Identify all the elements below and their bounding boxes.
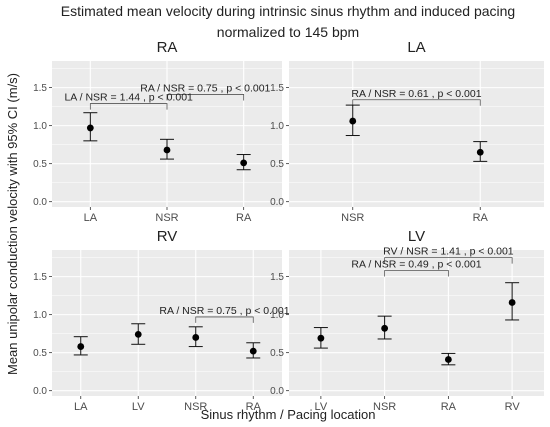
- y-tick-label: 0.5: [270, 159, 284, 170]
- x-tick-label: NSR: [184, 401, 207, 413]
- mean-point-ra: [476, 148, 484, 156]
- significance-bracket: [195, 316, 254, 323]
- significance-bracket: [384, 270, 449, 277]
- significance-bracket: [384, 257, 513, 264]
- y-tick-label: 0.5: [33, 348, 47, 359]
- x-tick-label: RV: [505, 401, 521, 413]
- figure-title-line1: Estimated mean velocity during intrinsic…: [61, 3, 515, 19]
- mean-point-la: [77, 343, 85, 350]
- x-tick-label: RA: [236, 212, 252, 224]
- significance-annotation: RA / NSR = 0.49 , p < 0.001: [351, 259, 481, 271]
- y-tick-label: 1.5: [33, 83, 47, 94]
- x-tick-label: LA: [74, 401, 88, 413]
- x-tick-label: NSR: [341, 212, 364, 224]
- y-tick-label: 1.0: [270, 310, 284, 321]
- mean-point-nsr: [381, 324, 389, 332]
- mean-point-ra: [444, 356, 452, 363]
- mean-point-ra: [240, 159, 248, 167]
- plot-background: [289, 250, 544, 396]
- y-tick-label: 0.0: [270, 197, 284, 208]
- mean-point-nsr: [192, 334, 200, 341]
- mean-point-nsr: [349, 117, 357, 125]
- panel-rv: RV 0.0 0.5 1.0 1.5 LA LV NSR RA RA / NSR = 0.75 ,…: [33, 228, 290, 413]
- plot-background: [52, 250, 282, 396]
- y-tick-label: 1.5: [270, 83, 284, 94]
- x-tick-label: LV: [315, 401, 328, 413]
- significance-annotation: RA / NSR = 0.61 , p < 0.001: [351, 88, 481, 100]
- x-tick-label: RA: [473, 212, 489, 224]
- y-tick-label: 0.0: [33, 197, 47, 208]
- x-tick-label: LV: [132, 401, 145, 413]
- significance-annotation: RV / NSR = 1.41 , p < 0.001: [383, 246, 514, 258]
- x-tick-label: RA: [441, 401, 457, 413]
- significance-annotation: RA / NSR = 0.75 , p < 0.001: [159, 305, 289, 317]
- x-tick-label: LA: [84, 212, 98, 224]
- y-tick-label: 0.5: [33, 159, 47, 170]
- mean-point-ra: [249, 347, 257, 355]
- significance-bracket: [89, 103, 168, 110]
- x-tick-label: NSR: [155, 212, 178, 224]
- panel-title-rv: RV: [157, 228, 178, 245]
- y-tick-label: 0.0: [270, 386, 284, 397]
- mean-point-nsr: [163, 146, 171, 154]
- panel-lv: LV 0.0 0.5 1.0 1.5 LV NSR RA RV RV / NSR = 1.41 ,…: [270, 228, 544, 413]
- plot-background: [289, 61, 544, 207]
- mean-point-rv: [508, 299, 516, 306]
- y-tick-label: 1.0: [270, 121, 284, 132]
- significance-annotation: LA / NSR = 1.44 , p < 0.001: [64, 92, 193, 104]
- panel-ra: RA 0.0 0.5 1.0 1.5 LA NSR RA RA / NSR = 0.75 , p…: [33, 39, 282, 224]
- y-tick-label: 1.5: [270, 272, 284, 283]
- significance-annotation: RA / NSR = 0.75 , p < 0.001: [140, 82, 270, 94]
- panel-title-la: LA: [407, 39, 425, 56]
- y-axis-label: Mean unipolar conduction velocity with 9…: [5, 73, 20, 375]
- x-axis-label: Sinus rhythm / Pacing location: [201, 407, 376, 422]
- x-tick-label: RA: [246, 401, 262, 413]
- x-tick-label: NSR: [373, 401, 396, 413]
- y-tick-label: 1.0: [33, 121, 47, 132]
- panels-group: RA 0.0 0.5 1.0 1.5 LA NSR RA RA / NSR = 0.75 , p…: [33, 39, 544, 413]
- figure-title-line2: normalized to 145 bpm: [217, 24, 359, 40]
- significance-bracket: [352, 99, 481, 106]
- panel-title-ra: RA: [157, 39, 178, 56]
- significance-bracket: [166, 94, 245, 101]
- mean-point-lv: [134, 331, 142, 338]
- y-tick-label: 1.5: [33, 272, 47, 283]
- panel-la: LA 0.0 0.5 1.0 1.5 NSR RA RA / NSR = 0.61 , p <…: [270, 39, 544, 224]
- y-tick-label: 0.5: [270, 348, 284, 359]
- mean-point-la: [86, 124, 94, 132]
- y-tick-label: 1.0: [33, 310, 47, 321]
- y-tick-label: 0.0: [33, 386, 47, 397]
- panel-title-lv: LV: [408, 228, 425, 245]
- mean-point-lv: [317, 334, 325, 342]
